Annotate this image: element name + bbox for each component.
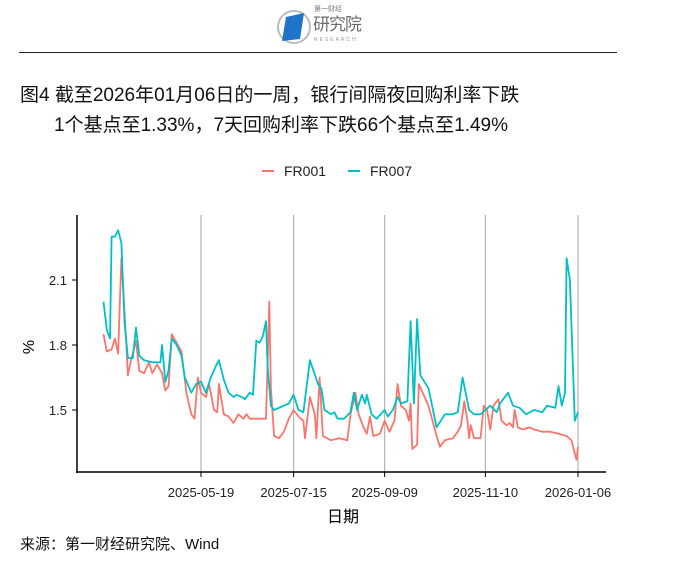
y-tick-label: 2.1 [49, 273, 67, 288]
legend-label: FR007 [370, 163, 412, 179]
x-axis-label: 日期 [327, 508, 359, 526]
legend: FR001 FR007 [262, 163, 412, 179]
header-divider [19, 52, 617, 53]
logo-sub-text: RESEARCH [314, 37, 358, 43]
logo: 第一财经 研究院 RESEARCH [276, 6, 371, 48]
series-line-fr007 [102, 229, 579, 429]
logo-emblem-icon [277, 10, 311, 44]
x-tick-label: 2025-05-19 [168, 485, 235, 500]
x-ticks: 2025-05-19 2025-07-15 2025-09-09 2025-11-10… [168, 472, 612, 500]
chart-title-line1: 图4 截至2026年01月06日的一周，银行间隔夜回购利率下跌 [20, 85, 520, 106]
x-tick-label: 2025-07-15 [260, 485, 327, 500]
logo-small-text: 第一财经 [314, 6, 342, 13]
series-line-fr001 [102, 257, 579, 461]
source-note: 来源：第一财经研究院、Wind [20, 536, 220, 553]
y-ticks: 1.5 1.8 2.1 [49, 273, 77, 418]
y-axis-label: % [21, 340, 38, 354]
x-tick-label: 2026-01-06 [545, 485, 612, 500]
legend-label: FR001 [284, 163, 326, 179]
y-tick-label: 1.5 [49, 403, 67, 418]
y-tick-label: 1.8 [49, 338, 67, 353]
x-tick-label: 2025-11-10 [453, 485, 519, 500]
gridlines [200, 215, 579, 472]
chart-title-line2: 1个基点至1.33%，7天回购利率下跌66个基点至1.49% [54, 115, 509, 136]
x-tick-label: 2025-09-09 [351, 485, 418, 500]
series-lines [102, 229, 579, 461]
logo-main-text: 研究院 [313, 15, 362, 34]
